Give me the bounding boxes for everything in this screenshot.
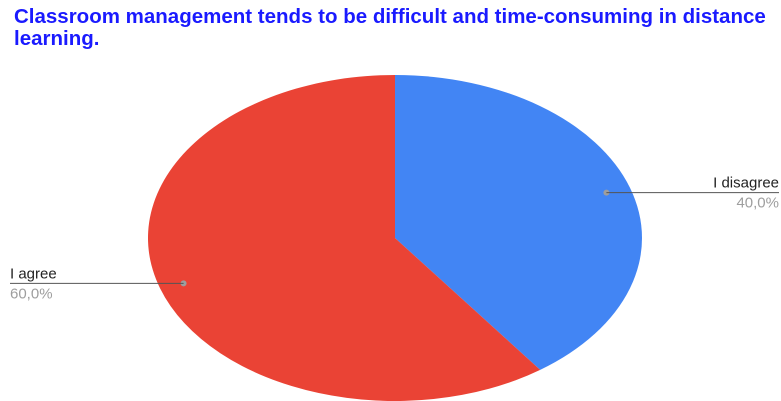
slice-value-label: 40,0% xyxy=(736,195,779,212)
slice-label: I agree xyxy=(10,265,57,282)
chart-title: Classroom management tends to be difficu… xyxy=(14,5,766,50)
pie-slice xyxy=(395,75,643,370)
pie-slice xyxy=(148,74,541,401)
slice-value-label: 60,0% xyxy=(10,285,53,302)
slice-label: I disagree xyxy=(713,175,779,192)
